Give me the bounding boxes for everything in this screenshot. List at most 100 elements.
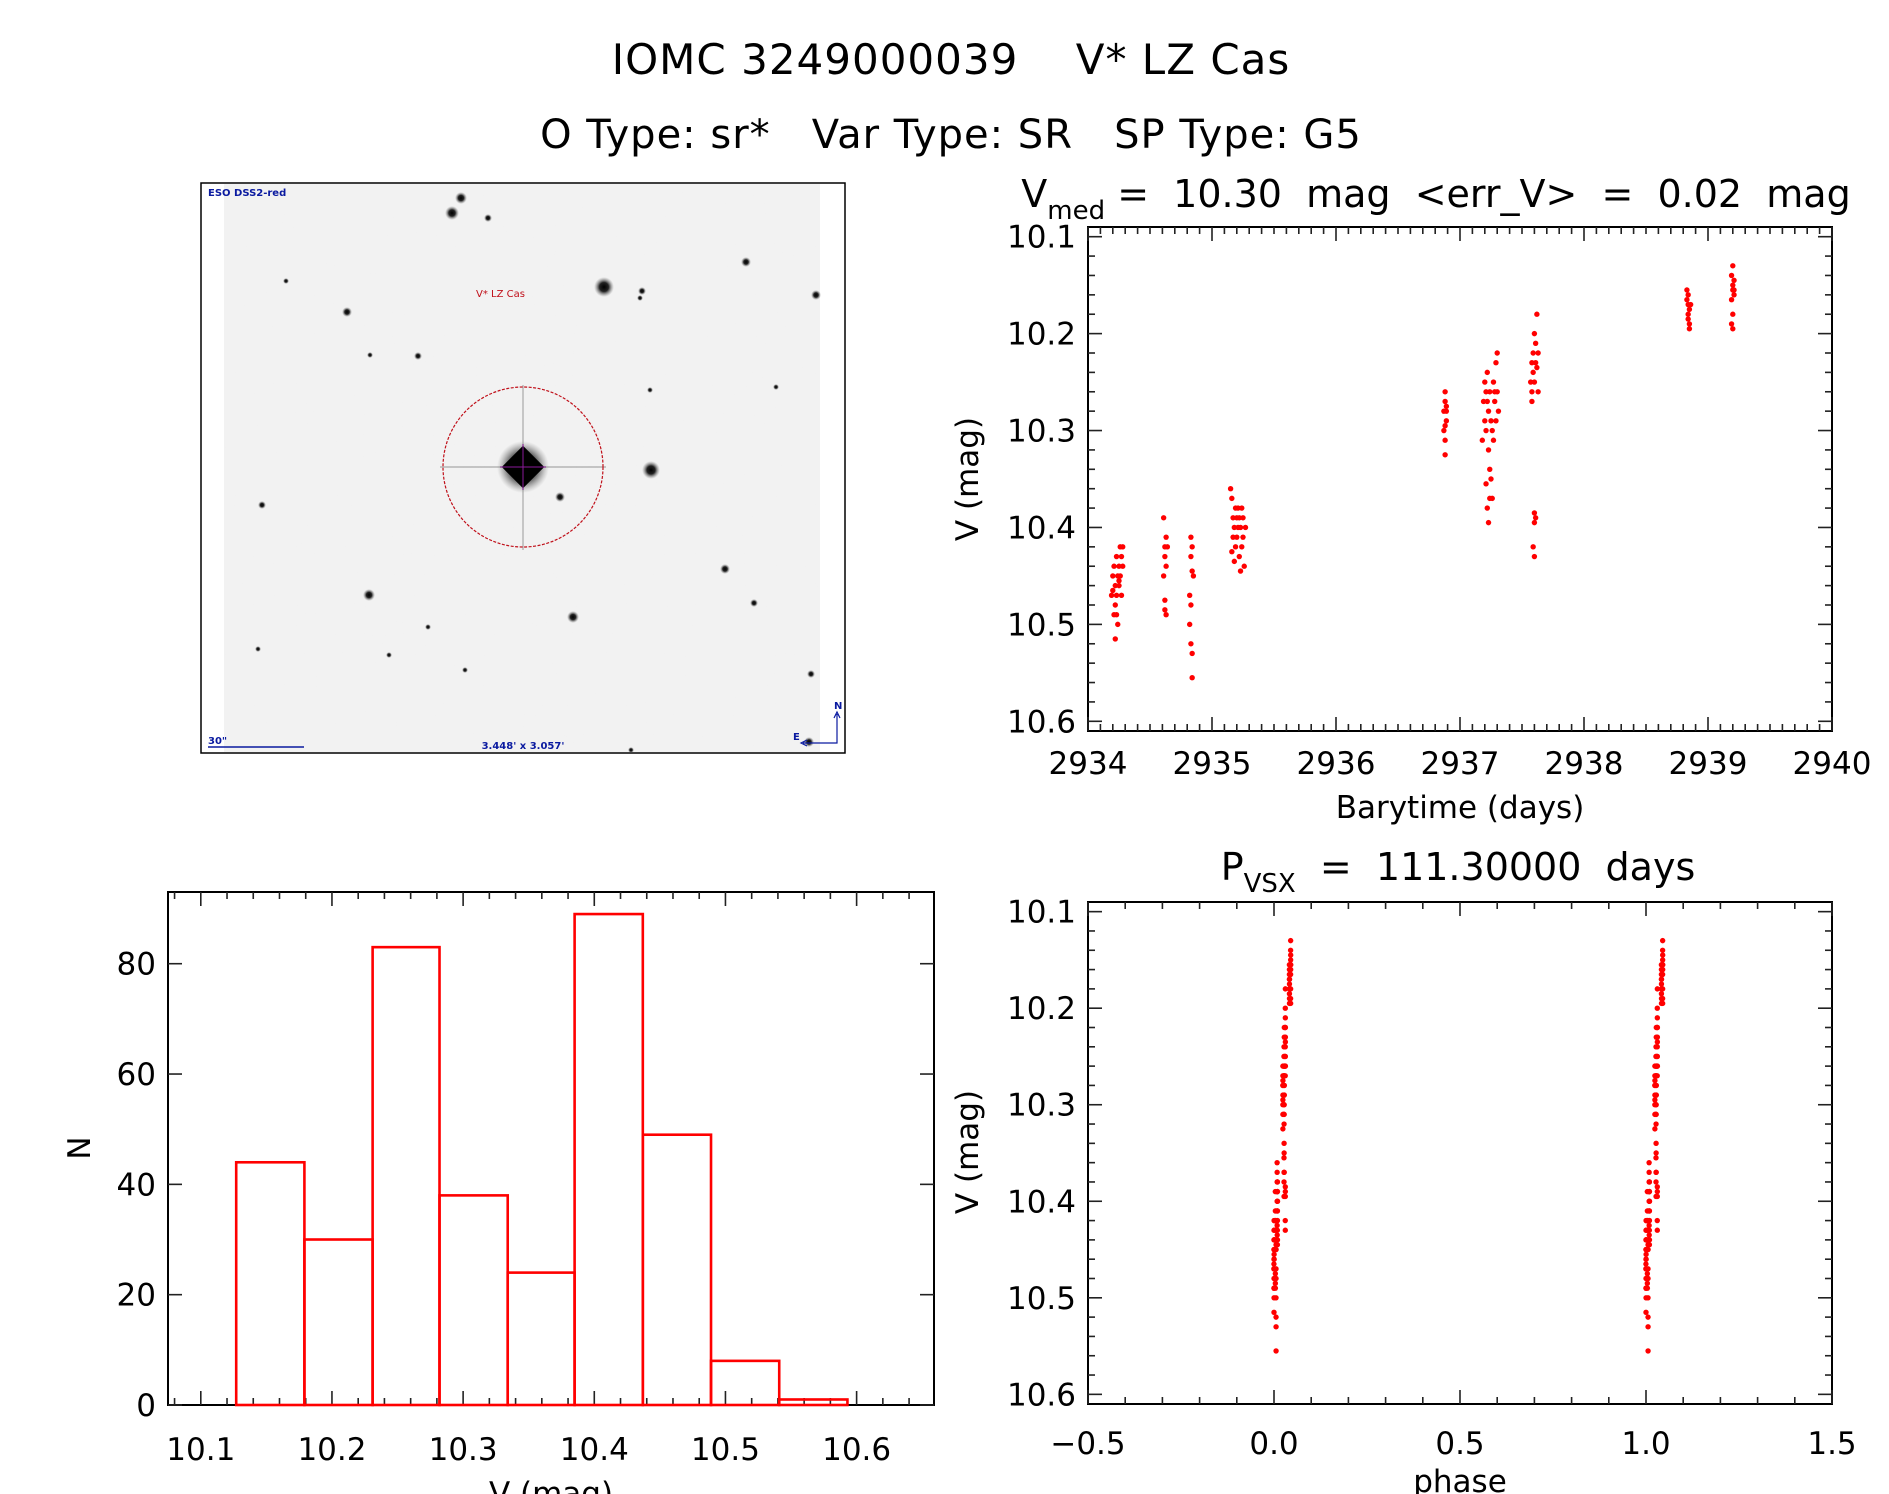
light-curve-title: Vmed = 10.30 mag <err_V> = 0.02 mag xyxy=(1021,172,1850,226)
light-curve-point xyxy=(1112,582,1118,589)
phase-plot-point xyxy=(1646,1169,1652,1176)
phase-plot-point xyxy=(1645,1348,1651,1354)
phase-plot-point xyxy=(1273,1295,1279,1301)
light-curve-point xyxy=(1529,389,1535,395)
light-curve-point xyxy=(1188,553,1194,560)
phase-plot-point xyxy=(1274,1232,1280,1238)
light-curve-title-main: V xyxy=(1021,172,1047,216)
light-curve-point xyxy=(1530,369,1536,376)
histogram-bar xyxy=(777,1398,849,1407)
light-curve-point xyxy=(1189,544,1195,550)
phase-plot-point xyxy=(1280,1126,1286,1132)
histogram-x-tick-label: 10.6 xyxy=(822,1432,891,1468)
phase-plot-point xyxy=(1272,1285,1279,1291)
light-curve-point xyxy=(1493,418,1499,424)
phase-plot-point xyxy=(1273,1266,1279,1272)
phase-plot-point xyxy=(1282,1039,1289,1045)
histogram-x-tick-label: 10.2 xyxy=(297,1432,366,1468)
phase-plot-point xyxy=(1282,1034,1289,1040)
phase-plot-x-tick-label: 0.0 xyxy=(1249,1426,1298,1462)
figure-subtitle: O Type: sr* Var Type: SR SP Type: G5 xyxy=(540,112,1362,158)
light-curve-point xyxy=(1231,524,1238,531)
phase-plot-point xyxy=(1646,1237,1653,1243)
light-curve-point xyxy=(1120,563,1126,569)
light-curve-point xyxy=(1163,611,1169,618)
phase-plot-point xyxy=(1643,1261,1649,1267)
light-curve-plot: Vmed = 10.30 mag <err_V> = 0.02 mag Bary… xyxy=(950,172,1871,826)
star xyxy=(455,192,467,204)
histogram-frame xyxy=(167,891,935,1406)
phase-plot-point xyxy=(1658,976,1665,982)
light-curve-point xyxy=(1532,359,1539,366)
phase-plot-point xyxy=(1646,1242,1653,1248)
light-curve-point xyxy=(1531,330,1538,337)
scale-bar-label: 30" xyxy=(208,736,227,747)
phase-plot-point xyxy=(1645,1314,1651,1320)
star xyxy=(628,747,634,753)
light-curve-point xyxy=(1442,437,1448,443)
phase-plot-point xyxy=(1282,1227,1288,1233)
star xyxy=(462,667,468,673)
light-curve-point xyxy=(1110,587,1116,594)
light-curve-point xyxy=(1483,389,1489,395)
light-curve-point xyxy=(1492,398,1498,405)
star xyxy=(283,278,289,284)
light-curve-x-tick-label: 2940 xyxy=(1793,746,1872,782)
phase-plot-title-sub: VSX xyxy=(1244,869,1296,899)
phase-plot-y-tick-label: 10.6 xyxy=(1007,1377,1076,1413)
light-curve-point xyxy=(1535,389,1541,395)
light-curve-point xyxy=(1532,340,1539,347)
phase-plot-point xyxy=(1282,1188,1289,1195)
light-curve-point xyxy=(1111,563,1117,569)
phase-plot-point xyxy=(1274,1179,1281,1185)
phase-plot-point xyxy=(1659,937,1666,944)
light-curve-point xyxy=(1113,611,1120,618)
phase-plot-ylabel: V (mag) xyxy=(950,1090,986,1214)
phase-plot-point xyxy=(1646,1198,1653,1204)
finder-chart: ESO DSS2-red V* LZ Cas 30" 3.448' x 3.05… xyxy=(200,182,846,754)
light-curve-point xyxy=(1534,364,1540,371)
phase-plot-point xyxy=(1271,1261,1277,1267)
phase-plot-point xyxy=(1644,1285,1651,1291)
phase-plot-point xyxy=(1653,1140,1659,1147)
phase-plot-point xyxy=(1644,1270,1651,1277)
phase-plot-point xyxy=(1659,966,1666,973)
light-curve-point xyxy=(1231,558,1238,565)
phase-plot-point xyxy=(1282,1024,1289,1031)
light-curve-point xyxy=(1684,296,1690,303)
histogram-bar xyxy=(438,1194,510,1407)
phase-plot-point xyxy=(1653,1092,1659,1098)
phase-plot-point xyxy=(1281,1111,1287,1118)
phase-plot-point xyxy=(1658,981,1665,987)
phase-plot-point xyxy=(1652,1126,1658,1132)
light-curve-point xyxy=(1731,287,1737,293)
star xyxy=(637,295,643,301)
phase-plot-point xyxy=(1274,1169,1280,1176)
light-curve-point xyxy=(1686,326,1693,332)
light-curve-point xyxy=(1239,505,1245,511)
histogram-bar xyxy=(303,1238,374,1407)
phase-plot-y-tick-label: 10.2 xyxy=(1007,991,1076,1027)
phase-plot-point xyxy=(1282,1053,1288,1060)
phase-plot-point xyxy=(1274,1159,1280,1166)
light-curve-point xyxy=(1529,398,1535,405)
light-curve-x-tick-label: 2937 xyxy=(1421,746,1500,782)
light-curve-point xyxy=(1489,427,1495,434)
star xyxy=(363,589,375,601)
phase-plot-point xyxy=(1653,1155,1659,1161)
phase-plot-point xyxy=(1282,1184,1288,1190)
star xyxy=(594,277,614,297)
histogram-x-tick-label: 10.1 xyxy=(166,1432,235,1468)
light-curve-point xyxy=(1240,534,1246,540)
compass-arrows xyxy=(799,710,841,747)
light-curve-point xyxy=(1441,427,1447,434)
phase-plot-point xyxy=(1654,1015,1661,1021)
light-curve-point xyxy=(1162,607,1168,613)
light-curve-point xyxy=(1531,379,1538,385)
histogram-bar xyxy=(506,1271,576,1407)
light-curve-point xyxy=(1229,495,1235,502)
phase-plot-y-tick-label: 10.4 xyxy=(1007,1184,1076,1220)
histogram-bar xyxy=(371,945,441,1407)
light-curve-point xyxy=(1162,553,1168,560)
